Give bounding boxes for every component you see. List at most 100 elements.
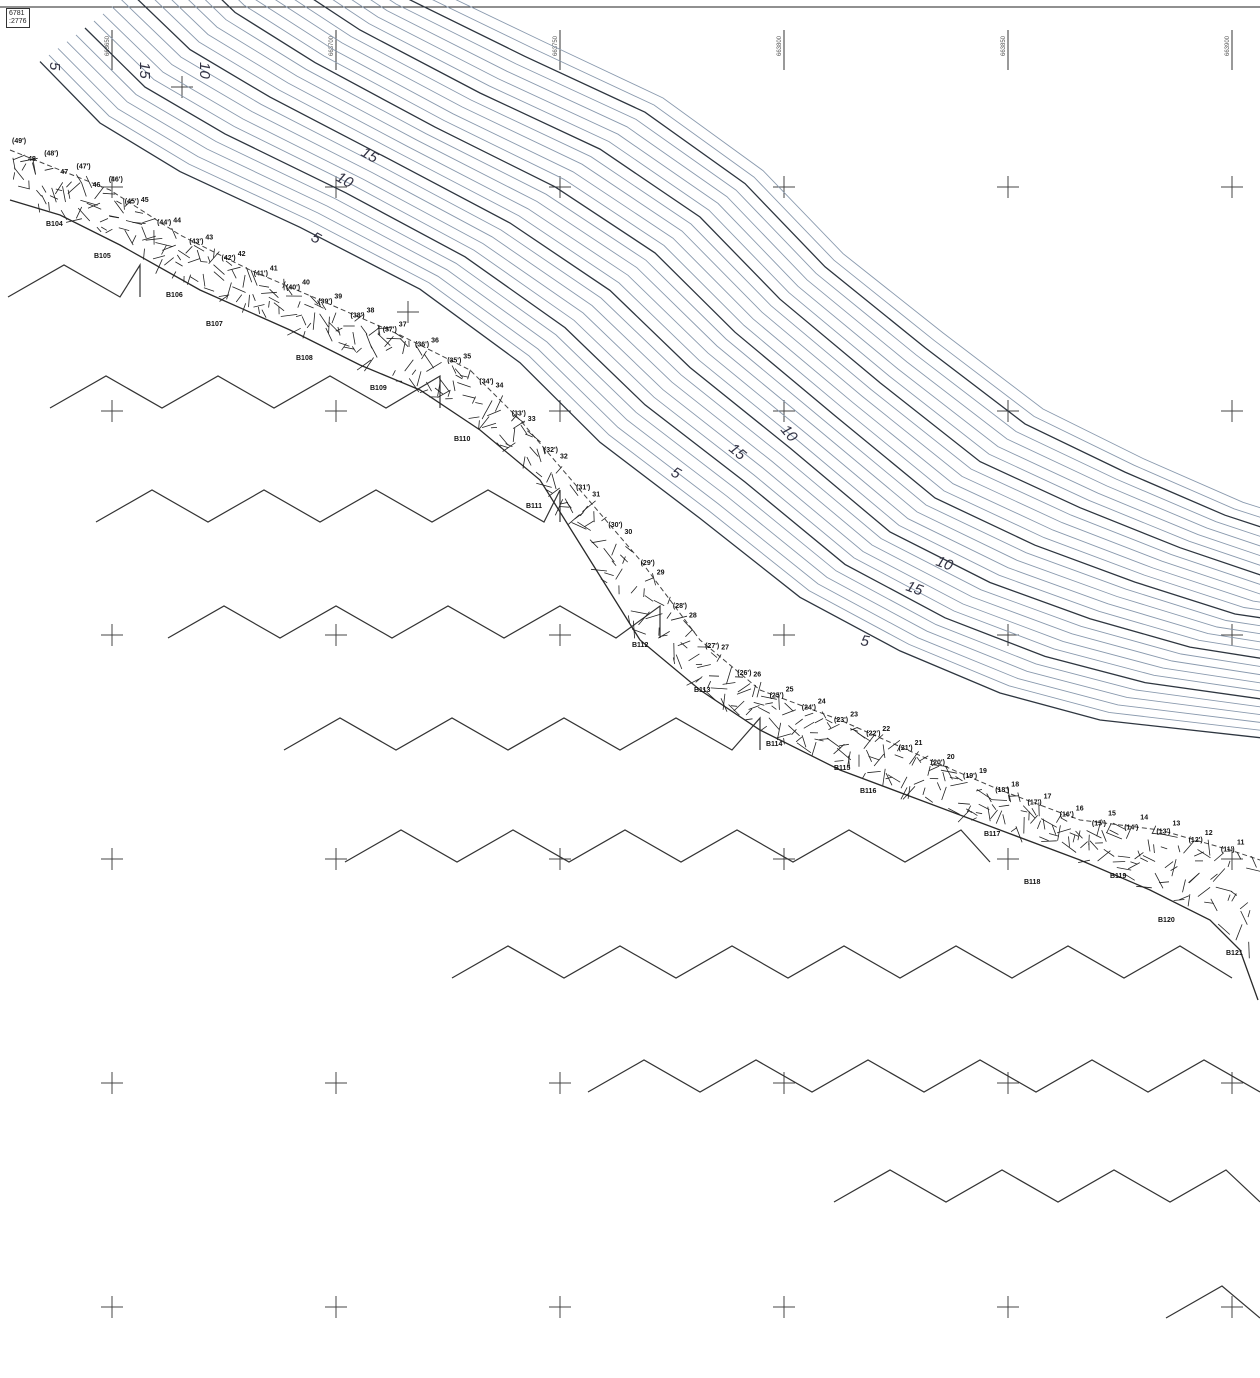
hatch-stroke xyxy=(604,572,614,576)
hatch-stroke xyxy=(1217,923,1231,935)
contour-minor xyxy=(111,6,1260,676)
hatch-stroke xyxy=(207,256,211,263)
hatch-stroke xyxy=(1197,886,1211,897)
survey-point-label: (44') xyxy=(157,219,171,226)
shoreline-band xyxy=(9,149,1260,1001)
hatch-stroke xyxy=(171,271,177,279)
breakline-label: B109 xyxy=(370,385,387,392)
hatch-stroke xyxy=(726,666,732,685)
hatch-stroke xyxy=(630,610,648,615)
grid-cross xyxy=(1221,1296,1243,1318)
hatch-stroke xyxy=(86,202,102,210)
hatch-stroke xyxy=(317,300,321,307)
hatch-stroke xyxy=(328,316,330,334)
grid-cross xyxy=(549,848,571,870)
hatch-stroke xyxy=(958,802,970,805)
survey-point-label: (31') xyxy=(576,485,590,492)
breakline-label: B113 xyxy=(694,687,710,694)
breakline-label: B107 xyxy=(206,321,223,328)
grid-cross xyxy=(101,1296,123,1318)
hatch-stroke xyxy=(814,738,824,742)
hatch-stroke xyxy=(1171,859,1177,877)
survey-point-label: (45') xyxy=(125,199,139,206)
hatch-stroke xyxy=(611,560,617,566)
contour-minor xyxy=(238,0,1260,611)
hatch-stroke xyxy=(745,718,753,721)
contour-minor xyxy=(275,0,1260,595)
hatch-stroke xyxy=(419,389,429,393)
grid-cross xyxy=(1221,176,1243,198)
hatch-stroke xyxy=(241,303,247,313)
hatch-stroke xyxy=(942,771,946,782)
hatch-stroke xyxy=(722,693,726,710)
hatch-stroke xyxy=(41,185,47,193)
hatch-stroke xyxy=(416,371,422,387)
wave-symbol xyxy=(833,1169,1260,1203)
hatch-stroke xyxy=(116,200,122,205)
breakline-label: B116 xyxy=(860,788,876,795)
hatch-stroke xyxy=(834,760,844,762)
hatch-stroke xyxy=(268,296,280,304)
hatch-stroke xyxy=(142,235,156,241)
hatch-stroke xyxy=(193,245,205,252)
hatch-stroke xyxy=(478,420,480,430)
contour-minor xyxy=(48,54,1260,731)
contour-major xyxy=(408,0,1260,528)
hatch-stroke xyxy=(975,812,983,815)
grid-cross xyxy=(171,76,193,98)
hatch-stroke xyxy=(826,737,842,749)
hatch-stroke xyxy=(987,806,991,822)
contour-label: 15 xyxy=(136,62,153,79)
survey-point-label: (24') xyxy=(802,705,816,712)
hatch-stroke xyxy=(295,314,303,317)
hatch-stroke xyxy=(768,717,780,730)
breakline-label: B108 xyxy=(296,355,313,362)
hatch-stroke xyxy=(60,209,68,221)
survey-point-label: (49') xyxy=(12,138,26,145)
hatch-stroke xyxy=(645,613,663,620)
hatch-stroke xyxy=(1002,814,1006,825)
grid-cross xyxy=(549,1296,571,1318)
hatch-stroke xyxy=(1088,834,1090,846)
hatch-stroke xyxy=(652,573,656,586)
hatch-stroke xyxy=(941,786,947,801)
grid-cross xyxy=(549,624,571,646)
contour-minor xyxy=(255,0,1260,603)
survey-point-label: (33') xyxy=(512,411,526,418)
hatch-stroke xyxy=(454,368,464,378)
hatch-stroke xyxy=(261,309,267,318)
sheet-stamp: 6781 :2776 xyxy=(6,8,30,28)
hatch-stroke xyxy=(589,539,599,549)
grid-coordinate-label: 663750 xyxy=(553,35,559,56)
hatch-stroke xyxy=(778,693,780,710)
hatch-stroke xyxy=(36,189,42,197)
hatch-stroke xyxy=(62,186,66,203)
hatch-stroke xyxy=(1248,941,1250,959)
hatch-stroke xyxy=(900,787,908,800)
survey-point-label: 41 xyxy=(270,266,278,273)
hatch-stroke xyxy=(839,743,849,747)
hatch-stroke xyxy=(644,577,654,582)
breakline-label: B112 xyxy=(632,642,648,649)
hatch-stroke xyxy=(730,705,738,707)
hatch-stroke xyxy=(1078,859,1090,863)
hatch-stroke xyxy=(866,749,872,762)
hatch-stroke xyxy=(155,259,163,274)
hatch-stroke xyxy=(253,304,265,308)
hatch-stroke xyxy=(1008,794,1010,802)
hatch-stroke xyxy=(760,725,768,731)
hatch-stroke xyxy=(776,733,792,739)
survey-point-label: (32') xyxy=(544,447,558,454)
survey-point-label: 35 xyxy=(463,354,471,361)
survey-point-label: (16') xyxy=(1060,811,1074,818)
hatch-stroke xyxy=(1080,841,1088,849)
hatch-stroke xyxy=(525,433,533,438)
hatch-stroke xyxy=(108,215,120,219)
hatch-stroke xyxy=(882,768,886,786)
hatch-stroke xyxy=(421,350,427,360)
hatch-stroke xyxy=(1123,872,1135,881)
hatch-stroke xyxy=(408,378,420,393)
hatch-stroke xyxy=(1015,826,1023,843)
hatch-stroke xyxy=(600,578,608,584)
hatch-stroke xyxy=(949,777,959,780)
